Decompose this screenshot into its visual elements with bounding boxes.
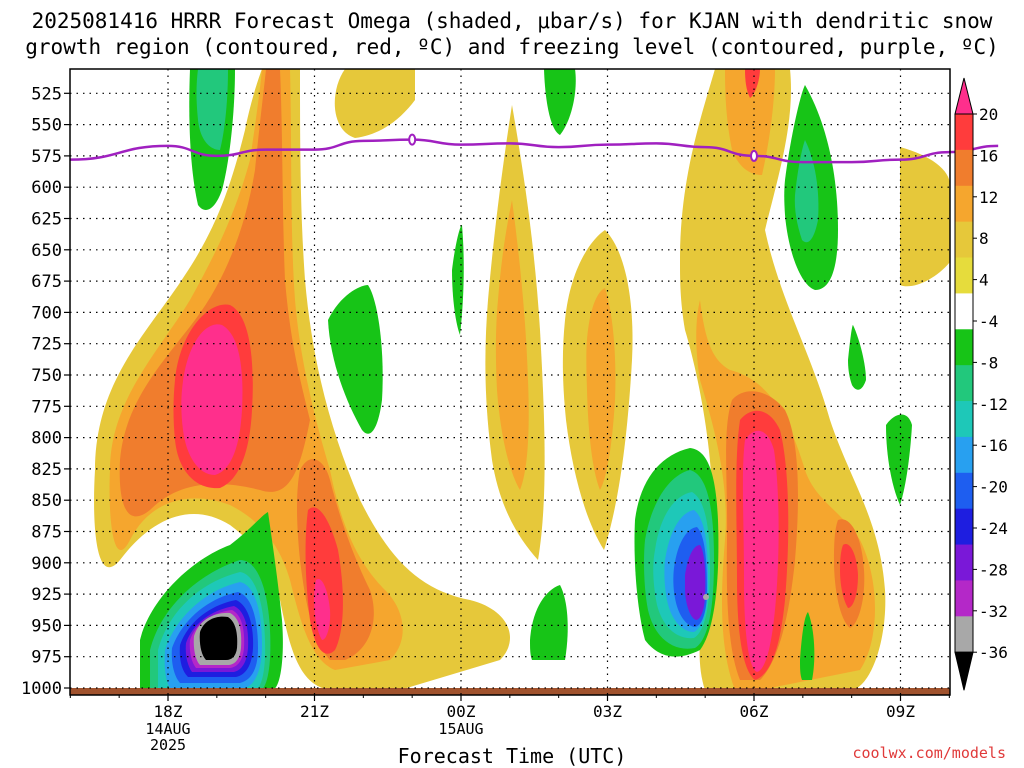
x-tick-sublabel: 14AUG bbox=[145, 720, 190, 738]
omega-region-green-d bbox=[544, 69, 576, 135]
ground-strip bbox=[70, 688, 950, 695]
freezing-level-labels bbox=[408, 133, 758, 162]
omega-region-black-a bbox=[199, 616, 238, 660]
colorbar-segment bbox=[955, 114, 973, 151]
omega-shading bbox=[94, 69, 950, 690]
colorbar-label: 12 bbox=[979, 188, 998, 207]
omega-region-magenta-b bbox=[742, 430, 779, 672]
y-tick-label: 825 bbox=[31, 460, 62, 480]
colorbar-label: -28 bbox=[979, 560, 1008, 579]
colorbar-segment bbox=[955, 365, 973, 402]
y-tick-label: 950 bbox=[31, 616, 62, 636]
colorbar-label: -8 bbox=[979, 353, 998, 372]
colorbar-segment bbox=[955, 221, 973, 259]
y-axis: 525 550 575 600 625 650 675 700 725 750 775 800 825 8… bbox=[21, 84, 70, 699]
omega-region-orange-e bbox=[725, 69, 775, 175]
y-tick-label: 575 bbox=[31, 147, 62, 167]
y-tick-label: 650 bbox=[31, 241, 62, 261]
y-tick-label: 1000 bbox=[21, 679, 62, 699]
freezing-level-line bbox=[70, 138, 999, 164]
y-tick-label: 600 bbox=[31, 178, 62, 198]
colorbar-label: -16 bbox=[979, 436, 1008, 455]
colorbar-segment bbox=[955, 436, 973, 474]
omega-region-gray-b bbox=[703, 594, 709, 600]
x-tick-label: 00Z bbox=[447, 702, 476, 721]
colorbar-segment bbox=[955, 149, 973, 187]
colorbar-segment bbox=[955, 580, 973, 617]
x-tick-sublabel: 15AUG bbox=[438, 720, 483, 738]
omega-region-yellow-f bbox=[900, 147, 950, 287]
y-tick-label: 750 bbox=[31, 366, 62, 386]
y-tick-label: 925 bbox=[31, 585, 62, 605]
omega-region-red-d bbox=[745, 69, 760, 98]
omega-region-orange-b bbox=[495, 200, 529, 490]
colorbar-segment bbox=[955, 257, 973, 294]
y-tick-label: 700 bbox=[31, 303, 62, 323]
omega-region-green-b bbox=[328, 285, 383, 434]
x-tick-label: 03Z bbox=[593, 702, 622, 721]
y-tick-label: 675 bbox=[31, 272, 62, 292]
omega-region-purple-b bbox=[685, 545, 706, 620]
y-tick-label: 875 bbox=[31, 523, 62, 543]
y-tick-label: 900 bbox=[31, 554, 62, 574]
colorbar-top-arrow bbox=[954, 77, 974, 115]
y-tick-label: 625 bbox=[31, 210, 62, 230]
colorbar-label: 8 bbox=[979, 229, 989, 248]
colorbar-bottom-arrow bbox=[954, 651, 974, 691]
y-tick-label: 725 bbox=[31, 335, 62, 355]
freezing-level-label-marker bbox=[408, 133, 417, 146]
x-tick-label: 21Z bbox=[300, 702, 329, 721]
colorbar-segment bbox=[955, 329, 973, 366]
omega-region-orange-c bbox=[586, 288, 616, 490]
x-tick-label: 18Z bbox=[154, 702, 183, 721]
omega-region-teal-b bbox=[794, 140, 819, 243]
colorbar-label: 20 bbox=[979, 105, 998, 124]
colorbar-label: 4 bbox=[979, 271, 989, 290]
colorbar-segment bbox=[955, 293, 973, 330]
colorbar-label: -4 bbox=[979, 312, 998, 331]
y-tick-label: 525 bbox=[31, 84, 62, 104]
colorbar: 20 16 12 8 4 -4 -8 -12 -16 -20 -24 -28 -32 -36 bbox=[954, 77, 1008, 691]
omega-region-green-j bbox=[886, 414, 912, 505]
colorbar-label: -20 bbox=[979, 478, 1008, 497]
omega-region-yellow-b bbox=[334, 69, 415, 138]
x-tick-label: 09Z bbox=[886, 702, 915, 721]
colorbar-segment bbox=[955, 544, 973, 581]
colorbar-segment bbox=[955, 472, 973, 510]
chart-title: 2025081416 HRRR Forecast Omega (shaded, … bbox=[25, 9, 999, 59]
omega-region-teal-a bbox=[196, 69, 228, 150]
grid-lines bbox=[70, 69, 950, 695]
y-tick-label: 975 bbox=[31, 648, 62, 668]
y-tick-label: 550 bbox=[31, 116, 62, 136]
omega-region-green-e bbox=[530, 585, 568, 660]
colorbar-label: -36 bbox=[979, 643, 1008, 662]
colorbar-segment bbox=[955, 185, 973, 223]
x-tick-sublabel: 2025 bbox=[150, 736, 186, 754]
colorbar-segment bbox=[955, 401, 973, 438]
omega-region-green-i bbox=[848, 325, 866, 390]
y-tick-label: 800 bbox=[31, 429, 62, 449]
source-footer: coolwx.com/models bbox=[852, 744, 1006, 762]
x-tick-label: 06Z bbox=[740, 702, 769, 721]
colorbar-label: -12 bbox=[979, 395, 1008, 414]
y-tick-label: 850 bbox=[31, 491, 62, 511]
y-tick-label: 775 bbox=[31, 397, 62, 417]
colorbar-label: -24 bbox=[979, 519, 1008, 538]
omega-region-green-k bbox=[800, 612, 815, 680]
colorbar-label: 16 bbox=[979, 146, 998, 165]
omega-region-darkorange-a bbox=[119, 69, 310, 517]
colorbar-segment bbox=[955, 616, 973, 653]
omega-region-red-e bbox=[840, 544, 858, 608]
freezing-level-label-marker bbox=[750, 149, 758, 162]
colorbar-label: -32 bbox=[979, 602, 1008, 621]
x-axis-title: Forecast Time (UTC) bbox=[397, 744, 627, 768]
colorbar-segment bbox=[955, 508, 973, 546]
